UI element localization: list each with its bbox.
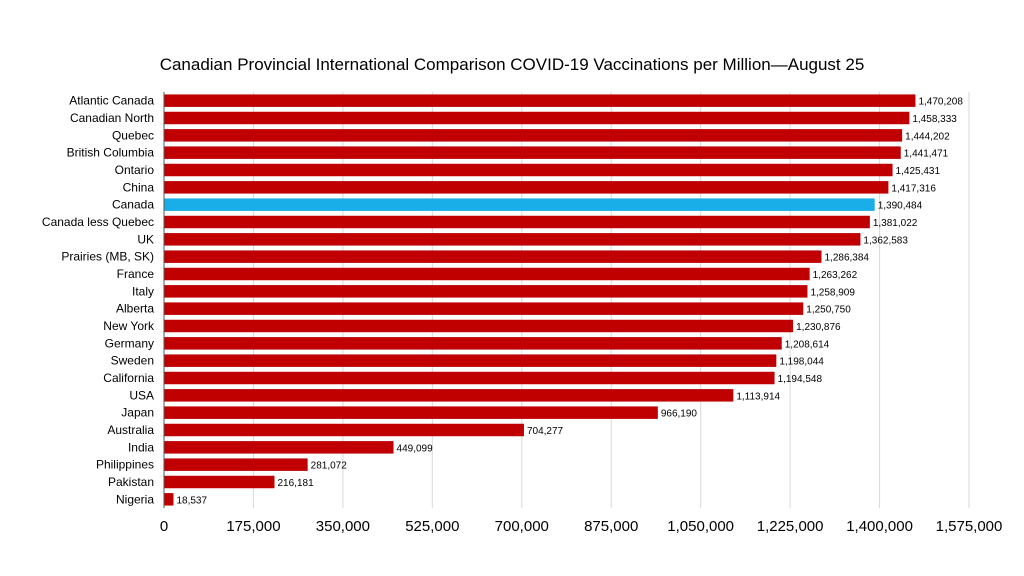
value-label: 216,181 [277,478,314,489]
bar [164,475,275,489]
bar [164,493,174,506]
bar [164,423,524,437]
x-tick-label: 0 [160,518,168,535]
value-label: 1,263,262 [813,270,858,281]
category-label: Atlantic Canada [69,94,154,108]
bar [164,319,794,333]
bar [164,406,658,419]
value-label: 1,208,614 [785,339,830,350]
value-label: 1,194,548 [778,374,823,385]
value-label: 1,198,044 [779,357,824,368]
x-tick-label: 1,400,000 [846,518,913,535]
bar [164,198,875,211]
value-label: 1,417,316 [891,183,936,194]
category-label: Pakistan [108,475,154,489]
bar [164,181,889,194]
x-tick-label: 525,000 [405,518,459,535]
value-label: 1,113,914 [736,391,780,402]
x-tick-label: 700,000 [495,518,549,535]
category-label: USA [129,388,154,402]
category-label: Germany [105,336,154,350]
category-label: Italy [132,284,154,298]
value-label: 1,250,750 [806,305,851,316]
value-label: 1,458,333 [912,114,957,125]
bar [164,285,808,298]
bar [164,146,901,159]
bar [164,441,394,454]
x-tick-label: 1,225,000 [757,518,824,535]
category-label: Philippines [96,458,154,472]
value-label: 1,441,471 [904,149,949,160]
category-label: Alberta [116,302,154,316]
value-label: 449,099 [397,443,434,454]
value-label: 1,286,384 [824,253,869,264]
category-label: Sweden [111,354,154,368]
bar [164,267,810,281]
value-label: 1,258,909 [810,287,855,298]
bar [164,337,782,350]
category-label: Canada [112,198,154,212]
chart-title: Canadian Provincial International Compar… [159,55,865,74]
bar [164,458,308,471]
value-label: 1,390,484 [878,201,923,212]
category-label: UK [137,232,154,246]
category-label: Ontario [115,163,155,177]
x-tick-label: 1,050,000 [667,518,734,535]
x-tick-label: 175,000 [226,518,280,535]
bar [164,163,893,177]
value-label: 1,425,431 [896,166,941,177]
bar [164,129,903,142]
bar [164,389,734,402]
bar [164,94,916,107]
category-label: India [128,440,154,454]
category-label: Australia [107,423,154,437]
value-label: 1,230,876 [796,322,841,333]
category-label: Canadian North [70,111,154,125]
x-tick-label: 350,000 [316,518,370,535]
value-label: 18,537 [176,495,207,506]
value-label: 1,444,202 [905,131,950,142]
category-label: Prairies (MB, SK) [61,250,154,264]
bar [164,302,804,315]
bar [164,371,775,385]
value-label: 1,362,583 [863,235,908,246]
value-label: 281,072 [311,461,348,472]
bar [164,215,870,229]
category-label: Canada less Quebec [42,215,154,229]
category-label: Quebec [112,128,154,142]
bar [164,354,777,367]
value-label: 1,470,208 [918,97,963,108]
bar [164,250,822,263]
x-tick-label: 875,000 [584,518,638,535]
category-label: Nigeria [116,492,154,506]
value-label: 704,277 [527,426,564,437]
category-label: China [123,180,155,194]
bar [164,233,861,246]
value-label: 1,381,022 [873,218,918,229]
bar [164,111,910,125]
x-tick-label: 1,575,000 [936,518,1003,535]
value-label: 966,190 [661,409,698,420]
category-label: New York [103,319,155,333]
category-label: Japan [121,406,154,420]
category-label: California [103,371,154,385]
category-label: British Columbia [67,146,155,160]
category-label: France [117,267,155,281]
